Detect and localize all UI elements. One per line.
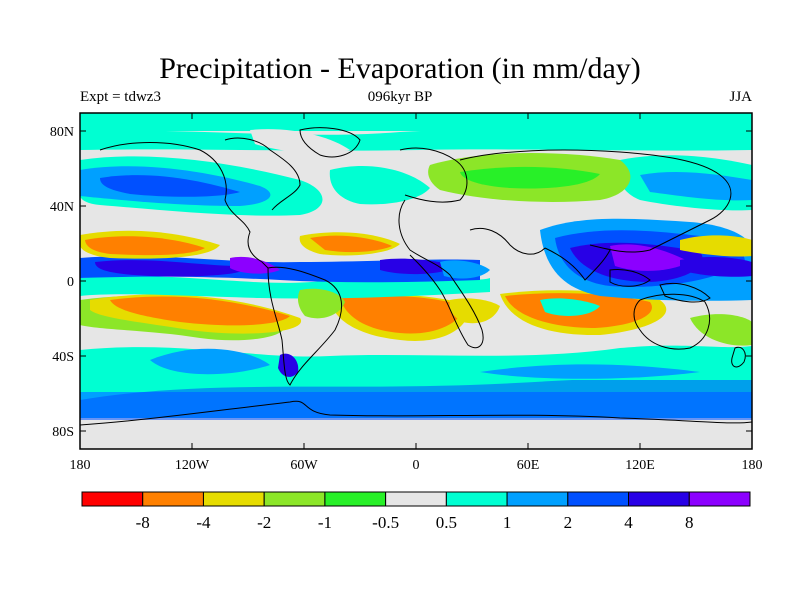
colorbar-label: 2 bbox=[564, 513, 573, 532]
longitude-label: 0 bbox=[413, 458, 420, 473]
longitude-labels: 180 120W 60W 0 60E 120E 180 bbox=[70, 458, 763, 473]
latitude-label: 40N bbox=[50, 200, 74, 215]
latitude-labels: 80N 40N 0 40S 80S bbox=[50, 125, 74, 440]
colorbar-label: 1 bbox=[503, 513, 512, 532]
colorbar-swatch bbox=[81, 491, 144, 507]
longitude-label: 120W bbox=[175, 458, 210, 473]
colorbar-labels: -8 -4 -2 -1 -0.5 0.5 1 2 4 8 bbox=[136, 513, 694, 532]
colorbar-swatch bbox=[202, 491, 265, 507]
colorbar-label: 8 bbox=[685, 513, 694, 532]
colorbar-swatch bbox=[385, 491, 447, 507]
precip-evap-field bbox=[80, 113, 752, 449]
latitude-label: 0 bbox=[67, 275, 74, 290]
latitude-label: 40S bbox=[52, 350, 74, 365]
colorbar-swatch bbox=[688, 491, 751, 507]
colorbar bbox=[81, 491, 751, 507]
coastlines bbox=[80, 127, 752, 426]
longitude-label: 60E bbox=[517, 458, 540, 473]
longitude-label: 60W bbox=[290, 458, 318, 473]
latitude-label: 80N bbox=[50, 125, 74, 140]
longitude-label: 120E bbox=[625, 458, 655, 473]
colorbar-label: -1 bbox=[318, 513, 332, 532]
colorbar-swatch bbox=[445, 491, 508, 507]
colorbar-label: -8 bbox=[136, 513, 150, 532]
latitude-label: 80S bbox=[52, 425, 74, 440]
map-title: Precipitation - Evaporation (in mm/day) bbox=[159, 52, 641, 85]
colorbar-swatch bbox=[567, 491, 630, 507]
colorbar-label: -0.5 bbox=[372, 513, 399, 532]
longitude-label: 180 bbox=[70, 458, 91, 473]
colorbar-swatch bbox=[324, 491, 387, 507]
time-label: 096kyr BP bbox=[367, 89, 433, 105]
colorbar-swatch bbox=[628, 491, 690, 507]
colorbar-label: 4 bbox=[624, 513, 633, 532]
colorbar-label: -2 bbox=[257, 513, 271, 532]
longitude-label: 180 bbox=[742, 458, 763, 473]
colorbar-swatch bbox=[142, 491, 204, 507]
colorbar-label: -4 bbox=[196, 513, 211, 532]
season-label: JJA bbox=[729, 89, 752, 105]
colorbar-swatch bbox=[506, 491, 569, 507]
tick-marks bbox=[79, 113, 753, 449]
colorbar-label: 0.5 bbox=[436, 513, 457, 532]
colorbar-swatch bbox=[263, 491, 326, 507]
experiment-label: Expt = tdwz3 bbox=[80, 89, 161, 105]
